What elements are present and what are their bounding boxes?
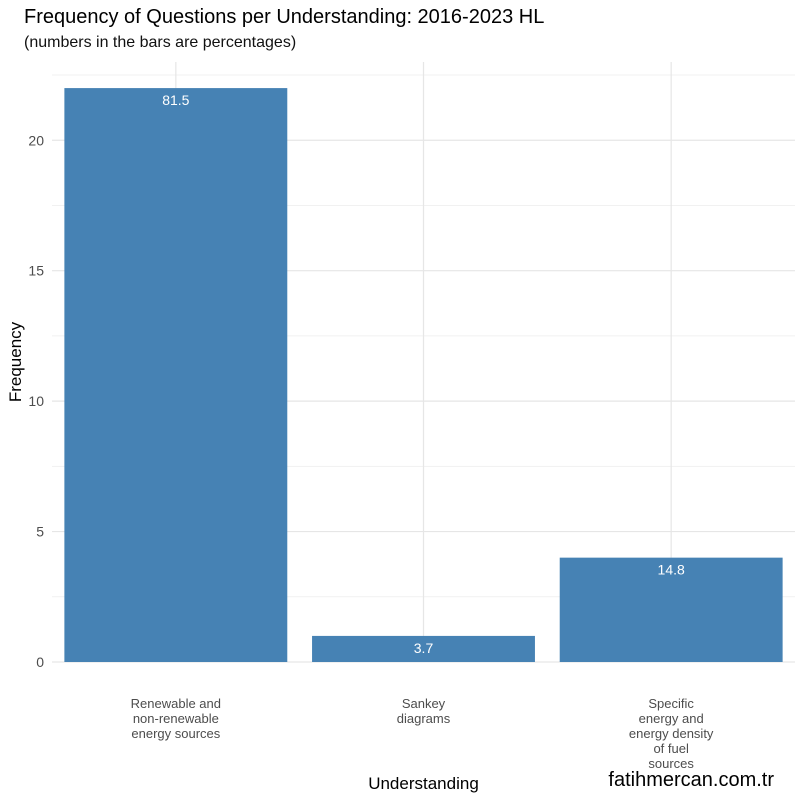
x-tick-label: of fuel xyxy=(653,741,689,756)
bar-value-label: 81.5 xyxy=(162,92,189,108)
bar xyxy=(64,88,288,662)
y-tick-label: 20 xyxy=(28,132,44,148)
y-tick-label: 15 xyxy=(28,263,44,279)
x-tick-label: non-renewable xyxy=(133,711,219,726)
y-tick-label: 10 xyxy=(28,393,44,409)
x-axis-title: Understanding xyxy=(368,774,479,793)
x-tick-label: energy density xyxy=(629,726,714,741)
watermark: fatihmercan.com.tr xyxy=(608,769,774,791)
x-tick-label: Renewable and xyxy=(131,696,221,711)
y-tick-label: 5 xyxy=(36,524,44,540)
bar-value-label: 14.8 xyxy=(658,562,685,578)
x-tick-label: Sankey xyxy=(402,696,446,711)
chart-subtitle: (numbers in the bars are percentages) xyxy=(24,34,297,51)
bar xyxy=(312,635,535,662)
x-tick-label: energy sources xyxy=(131,726,220,741)
chart-title: Frequency of Questions per Understanding… xyxy=(24,6,545,28)
y-tick-label: 0 xyxy=(36,654,44,670)
y-axis-title: Frequency xyxy=(6,321,25,402)
x-tick-label: energy and xyxy=(639,711,704,726)
bar xyxy=(559,557,783,662)
x-tick-label: Specific xyxy=(648,696,694,711)
x-tick-label: diagrams xyxy=(397,711,451,726)
x-tick-label: sources xyxy=(648,756,694,771)
bar-value-label: 3.7 xyxy=(414,640,434,656)
